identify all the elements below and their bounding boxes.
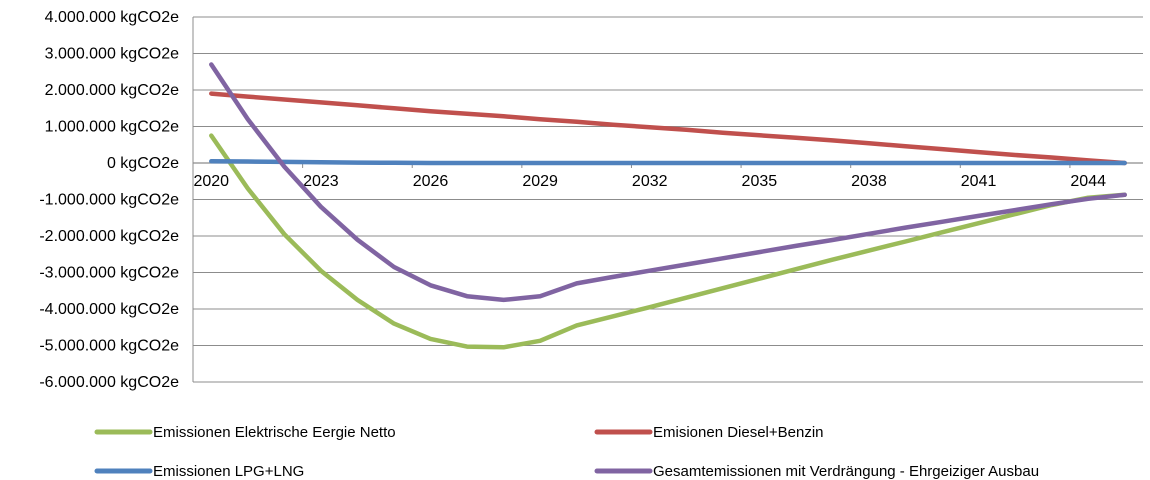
- y-tick-label: 2.000.000 kgCO2e: [45, 82, 179, 99]
- legend: Emissionen Elektrische Eergie Netto Emisi…: [94, 424, 1039, 480]
- series-line-4: [209, 62, 1127, 303]
- series-line-1: [209, 133, 1127, 350]
- x-tick-label: 2026: [413, 173, 449, 190]
- series-lines: [209, 62, 1127, 350]
- x-tick-label: 2023: [303, 173, 339, 190]
- y-tick-label: 1.000.000 kgCO2e: [45, 119, 179, 136]
- y-tick-label: 0 kgCO2e: [107, 155, 179, 172]
- series-line-3: [209, 158, 1127, 166]
- x-tick-label: 2032: [632, 173, 668, 190]
- y-tick-label: -1.000.000 kgCO2e: [39, 192, 179, 209]
- y-tick-label: -3.000.000 kgCO2e: [39, 265, 179, 282]
- y-tick-label: 3.000.000 kgCO2e: [45, 46, 179, 63]
- legend-label: Emissionen Elektrische Eergie Netto: [153, 424, 396, 441]
- x-tick-label: 2029: [522, 173, 558, 190]
- y-tick-label: -6.000.000 kgCO2e: [39, 374, 179, 391]
- gridlines: [193, 16, 1143, 383]
- legend-label: Emisionen Diesel+Benzin: [653, 424, 824, 441]
- y-axis-tick-labels: 4.000.000 kgCO2e 3.000.000 kgCO2e 2.000.00…: [39, 9, 179, 391]
- y-tick-label: -2.000.000 kgCO2e: [39, 228, 179, 245]
- legend-label: Gesamtemissionen mit Verdrängung - Ehrge…: [653, 463, 1039, 480]
- x-tick-label: 2044: [1070, 173, 1106, 190]
- x-tick-label: 2020: [193, 173, 229, 190]
- x-tick-label: 2038: [851, 173, 887, 190]
- y-tick-label: -4.000.000 kgCO2e: [39, 301, 179, 318]
- x-axis-tick-labels: 2020 2023 2026 2029 2032 2035 2038 2041 2044: [193, 173, 1106, 190]
- y-tick-label: 4.000.000 kgCO2e: [45, 9, 179, 26]
- legend-label: Emissionen LPG+LNG: [153, 463, 304, 480]
- y-tick-label: -5.000.000 kgCO2e: [39, 338, 179, 355]
- series-line-2: [209, 91, 1127, 166]
- x-tick-label: 2035: [742, 173, 778, 190]
- x-tick-label: 2041: [961, 173, 997, 190]
